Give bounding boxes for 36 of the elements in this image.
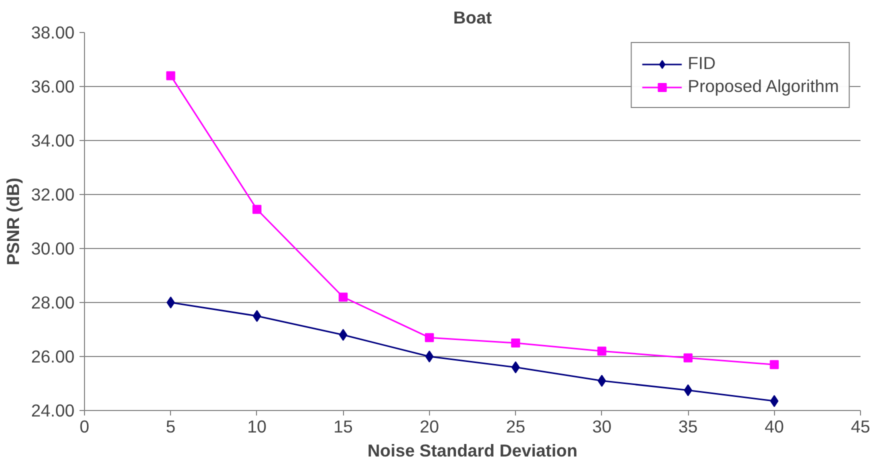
x-tick-label: 15: [334, 416, 353, 436]
x-tick-label: 25: [506, 416, 526, 436]
x-tick-label: 0: [80, 416, 90, 436]
y-tick-label: 34.00: [31, 130, 75, 150]
point: [166, 296, 175, 308]
point: [252, 204, 262, 214]
x-tick-label: 35: [678, 416, 698, 436]
point: [511, 338, 520, 348]
x-tick-label: 40: [764, 416, 784, 436]
chart-title: Boat: [453, 8, 492, 28]
y-tick-label: 26.00: [31, 346, 75, 366]
x-tick-label: 45: [850, 416, 870, 436]
x-tick-label: 10: [247, 416, 267, 436]
y-tick-label: 30.00: [31, 238, 75, 258]
x-tick-label: 20: [420, 416, 440, 436]
y-tick-label: 24.00: [31, 400, 75, 420]
point: [770, 360, 779, 370]
y-tick-label: 32.00: [31, 184, 75, 204]
point: [684, 353, 693, 362]
point: [338, 292, 348, 302]
point: [252, 310, 262, 322]
x-axis-title: Noise Standard Deviation: [368, 440, 578, 460]
legend-label: FID: [688, 53, 716, 74]
point: [424, 333, 434, 342]
y-axis-title: PSNR (dB): [3, 178, 24, 266]
y-tick-label: 36.00: [31, 76, 75, 96]
point: [425, 350, 434, 362]
legend-label: Proposed Algorithm: [688, 76, 839, 97]
y-tick-label: 38.00: [31, 22, 75, 42]
x-tick-label: 5: [166, 416, 176, 436]
x-tick-label: 30: [592, 416, 612, 436]
point: [684, 384, 692, 396]
y-tick-label: 28.00: [31, 292, 75, 312]
point: [511, 361, 520, 374]
point: [597, 346, 606, 356]
point: [166, 71, 176, 80]
